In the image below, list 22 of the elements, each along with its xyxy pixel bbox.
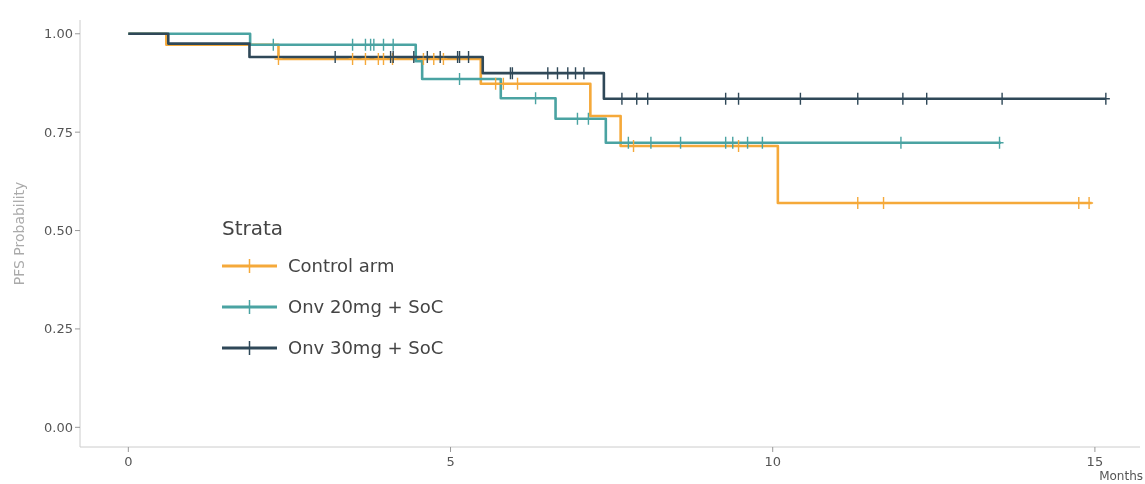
point	[418, 52, 429, 66]
y-tick-label: 0.75	[44, 124, 73, 140]
x-tick-label: 15	[1086, 454, 1104, 469]
point	[360, 52, 371, 66]
x-axis-title: Months	[1099, 469, 1143, 483]
y-tick-label: 0.00	[44, 419, 73, 435]
point	[378, 52, 389, 66]
legend-label: Control arm	[288, 255, 395, 277]
point	[429, 52, 439, 66]
point	[273, 52, 284, 66]
y-axis-title: PFS Probability	[11, 181, 27, 286]
point	[347, 52, 358, 66]
y-tick-label: 0.25	[44, 321, 73, 337]
y-tick-label: 0.50	[44, 223, 73, 239]
point	[438, 52, 449, 66]
x-tick-label: 10	[764, 454, 781, 469]
y-tick-label: 1.00	[44, 26, 73, 42]
x-tick-label: 5	[446, 454, 455, 469]
legend-label: Onv 20mg + SoC	[288, 296, 444, 318]
x-tick-label: 0	[124, 454, 133, 469]
legend-label: Onv 30mg + SoC	[288, 337, 444, 359]
legend-title: Strata	[222, 216, 284, 240]
